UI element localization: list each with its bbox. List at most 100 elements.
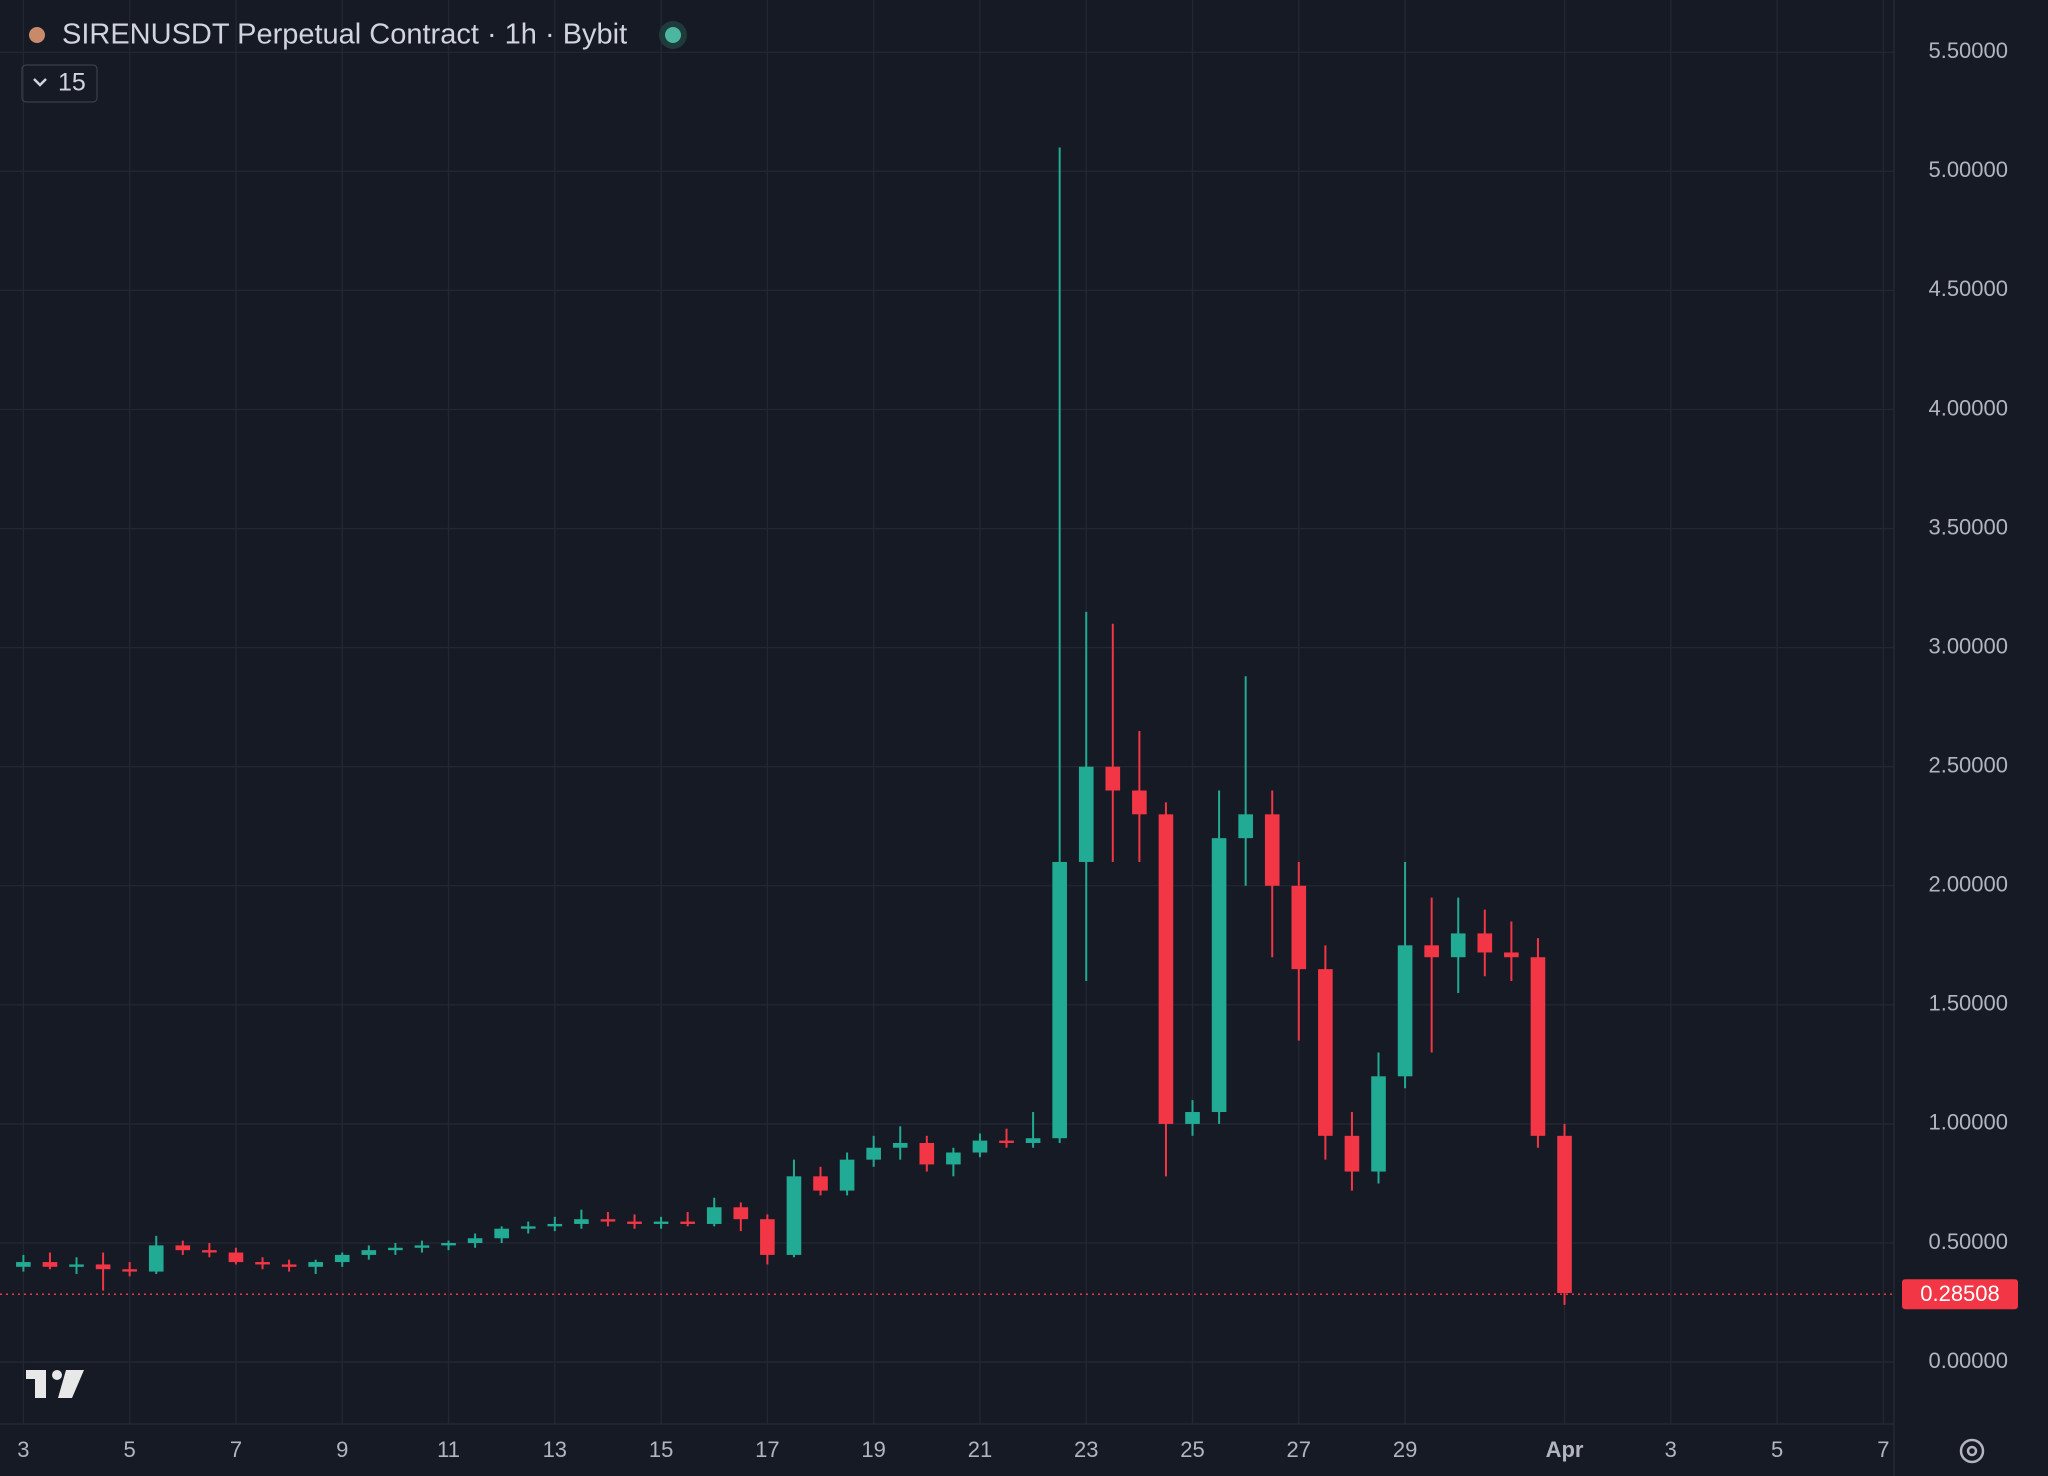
candle-body — [1397, 945, 1413, 1077]
x-tick-label: 15 — [649, 1437, 673, 1462]
chevron — [33, 78, 47, 87]
candle-body — [1211, 838, 1227, 1113]
x-tick-label: 7 — [230, 1437, 242, 1462]
candle-body — [653, 1221, 669, 1224]
candle-body — [202, 1250, 217, 1253]
candle-body — [1450, 933, 1466, 958]
settings-icon[interactable] — [1959, 1438, 1985, 1464]
last-price-tag — [1902, 1279, 2018, 1310]
candle-body — [813, 1176, 828, 1191]
x-tick-label: 3 — [1665, 1437, 1677, 1462]
candle-body — [733, 1207, 749, 1220]
candle-body — [574, 1219, 589, 1224]
candle-body — [1504, 952, 1519, 958]
y-tick-label: 0.50000 — [1928, 1229, 2008, 1254]
x-tick-label: 19 — [861, 1437, 885, 1462]
candle-body — [1371, 1076, 1386, 1172]
candles — [16, 147, 1572, 1305]
x-tick-label: 7 — [1877, 1437, 1889, 1462]
candle-body — [175, 1245, 191, 1251]
x-tick-label: 5 — [1771, 1437, 1783, 1462]
candle-body — [972, 1140, 988, 1153]
gear-hub — [1966, 1445, 1978, 1457]
logo-part — [52, 1370, 62, 1380]
candle-body — [706, 1207, 722, 1224]
candle-body — [1318, 969, 1333, 1136]
y-tick-label: 4.50000 — [1928, 276, 2008, 301]
candle-body — [760, 1219, 775, 1255]
candle-body — [308, 1262, 323, 1267]
x-tick-label: 9 — [336, 1437, 348, 1462]
candle-body — [1158, 814, 1174, 1124]
candle-body — [388, 1247, 403, 1251]
x-tick-label: 29 — [1393, 1437, 1417, 1462]
candle-body — [866, 1147, 881, 1160]
symbol-icon — [29, 27, 45, 43]
gear[interactable] — [1959, 1438, 1985, 1464]
y-tick-label: 4.00000 — [1928, 395, 2008, 420]
candle-body — [1105, 766, 1121, 791]
candle-body — [999, 1140, 1014, 1143]
candle-body — [334, 1254, 350, 1263]
candle-body — [95, 1264, 111, 1270]
candle-body — [600, 1219, 616, 1222]
candle-body — [786, 1176, 802, 1255]
candle-body — [627, 1221, 642, 1224]
indicator-toggle[interactable] — [21, 64, 98, 103]
candle-body — [441, 1243, 456, 1246]
y-tick-label: 5.50000 — [1928, 38, 2008, 63]
candle-body — [42, 1262, 58, 1267]
candle-body — [1025, 1138, 1041, 1143]
candle-body — [1291, 885, 1307, 970]
candle-body — [839, 1159, 855, 1191]
y-tick-label: 3.50000 — [1928, 514, 2008, 539]
candle-body — [281, 1264, 297, 1267]
x-tick-label: 3 — [17, 1437, 29, 1462]
x-tick-label: 11 — [437, 1437, 460, 1462]
x-tick-label: 17 — [755, 1437, 779, 1462]
y-tick-label: 2.00000 — [1928, 872, 2008, 897]
tradingview-logo — [26, 1370, 84, 1398]
candle-body — [680, 1221, 695, 1224]
y-tick-label: 5.00000 — [1928, 157, 2008, 182]
candle-body — [255, 1262, 270, 1265]
candle-body — [892, 1142, 908, 1148]
candle-body — [414, 1245, 430, 1248]
candle-body — [1557, 1135, 1572, 1294]
candle-body — [1078, 766, 1094, 862]
candle-body — [361, 1250, 377, 1255]
x-tick-label: 27 — [1287, 1437, 1311, 1462]
last-price-label: 0.28508 — [1920, 1281, 2000, 1306]
x-tick-label: 21 — [968, 1437, 992, 1462]
x-tick-label: 5 — [124, 1437, 136, 1462]
x-tick-label: 25 — [1180, 1437, 1204, 1462]
candle-body — [1238, 814, 1253, 839]
symbol-title[interactable]: SIRENUSDT Perpetual Contract · 1h · Bybi… — [62, 19, 627, 51]
y-tick-label: 1.00000 — [1928, 1110, 2008, 1135]
candle-body — [69, 1264, 84, 1267]
y-tick-label: 0.00000 — [1928, 1348, 2008, 1373]
candle-body — [494, 1228, 509, 1239]
candle-body — [467, 1238, 483, 1244]
candle-body — [1424, 945, 1439, 958]
header: SIRENUSDT Perpetual Contract · 1h · Bybi… — [21, 19, 687, 103]
x-tick-label: Apr — [1546, 1437, 1584, 1462]
x-tick-label: 13 — [543, 1437, 567, 1462]
candle-body — [148, 1245, 164, 1272]
indicator-count: 15 — [58, 69, 86, 97]
logo-part — [58, 1370, 84, 1398]
y-tick-label: 3.00000 — [1928, 633, 2008, 658]
x-tick-label: 23 — [1074, 1437, 1098, 1462]
candle-body — [1530, 957, 1546, 1136]
y-tick-label: 1.50000 — [1928, 991, 2008, 1016]
candle-body — [946, 1152, 961, 1165]
candle-body — [919, 1142, 935, 1165]
candle-body — [520, 1226, 536, 1229]
logo-part — [35, 1370, 46, 1398]
candle-body — [1185, 1112, 1200, 1124]
candle-body — [547, 1223, 563, 1227]
candle-body — [1132, 790, 1147, 815]
candle-body — [1264, 814, 1280, 886]
candle-body — [228, 1252, 244, 1263]
